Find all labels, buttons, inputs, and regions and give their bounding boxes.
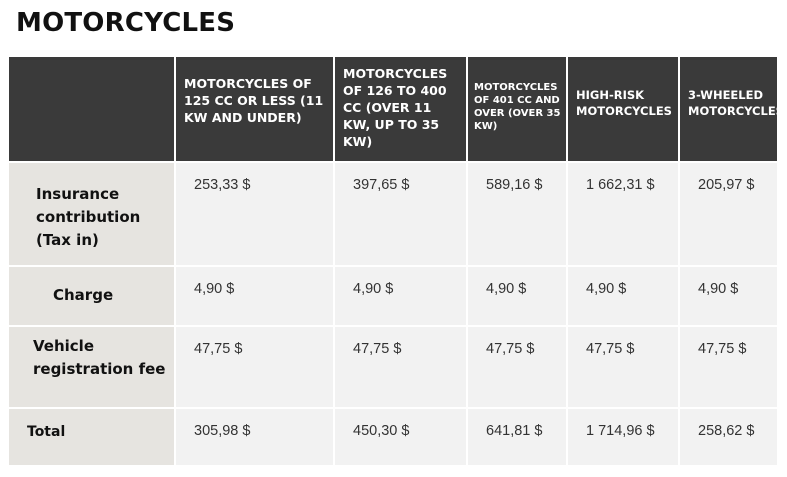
row-header: Vehicle registration fee — [9, 326, 176, 409]
row-header: Total — [9, 408, 176, 467]
table-cell: 47,75 $ — [567, 326, 680, 409]
column-header: HIGH-RISK MOTORCYCLES — [567, 57, 680, 163]
column-header: 3-WHEELED MOTORCYCLES — [679, 57, 779, 163]
table-cell: 4,90 $ — [175, 266, 335, 327]
table-cell: 1 714,96 $ — [567, 408, 680, 467]
table-cell: 47,75 $ — [467, 326, 568, 409]
table-row: Total 305,98 $ 450,30 $ 641,81 $ 1 714,9… — [9, 408, 779, 467]
table-cell: 258,62 $ — [679, 408, 779, 467]
table-cell: 4,90 $ — [334, 266, 468, 327]
column-header: MOTORCYCLES OF 401 CC AND OVER (OVER 35 … — [467, 57, 568, 163]
table-cell: 305,98 $ — [175, 408, 335, 467]
table-row: Vehicle registration fee 47,75 $ 47,75 $… — [9, 326, 779, 409]
table-header-row: MOTORCYCLES OF 125 CC OR LESS (11 KW AND… — [9, 57, 779, 163]
table-cell: 205,97 $ — [679, 162, 779, 267]
table-cell: 397,65 $ — [334, 162, 468, 267]
table-cell: 253,33 $ — [175, 162, 335, 267]
table-corner-cell — [9, 57, 176, 163]
table-cell: 47,75 $ — [175, 326, 335, 409]
table-cell: 641,81 $ — [467, 408, 568, 467]
row-header: Charge — [9, 266, 176, 327]
table-cell: 1 662,31 $ — [567, 162, 680, 267]
table-cell: 450,30 $ — [334, 408, 468, 467]
column-header: MOTORCYCLES OF 125 CC OR LESS (11 KW AND… — [175, 57, 335, 163]
table-cell: 47,75 $ — [679, 326, 779, 409]
column-header: MOTORCYCLES OF 126 TO 400 CC (OVER 11 KW… — [334, 57, 468, 163]
table-cell: 4,90 $ — [567, 266, 680, 327]
table-cell: 47,75 $ — [334, 326, 468, 409]
table-cell: 4,90 $ — [467, 266, 568, 327]
table-row: Insurance contribution (Tax in) 253,33 $… — [9, 162, 779, 267]
row-header: Insurance contribution (Tax in) — [9, 162, 176, 267]
table-row: Charge 4,90 $ 4,90 $ 4,90 $ 4,90 $ 4,90 … — [9, 266, 779, 327]
table-cell: 589,16 $ — [467, 162, 568, 267]
table-cell: 4,90 $ — [679, 266, 779, 327]
page-title: MOTORCYCLES — [16, 8, 236, 38]
fee-table: MOTORCYCLES OF 125 CC OR LESS (11 KW AND… — [9, 57, 779, 467]
